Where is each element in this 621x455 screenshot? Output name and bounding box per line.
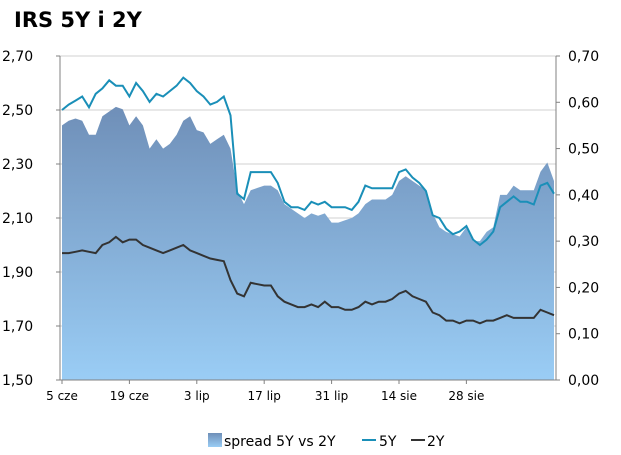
x-tick-label: 28 sie — [448, 389, 484, 403]
y-left-tick-label: 2,50 — [2, 103, 33, 119]
x-axis-labels: 5 cze 19 cze 3 lip 17 lip 31 lip 14 sie 28 sie — [46, 389, 484, 403]
y-right-tick-label: 0,30 — [568, 234, 599, 250]
spread-5y-vs-2y-area — [62, 106, 554, 381]
chart-title: IRS 5Y i 2Y — [14, 8, 142, 32]
y-right-tick-label: 0,70 — [568, 49, 599, 65]
x-tick-label: 3 lip — [184, 389, 210, 403]
legend: spread 5Y vs 2Y 5Y 2Y — [208, 433, 445, 450]
legend-spread-label: spread 5Y vs 2Y — [224, 434, 336, 450]
line-5y — [61, 76, 555, 247]
legend-spread-swatch — [208, 433, 222, 447]
legend-2y-label: 2Y — [427, 434, 445, 450]
y-right-tick-label: 0,20 — [568, 280, 599, 296]
x-tick-label: 31 lip — [315, 389, 348, 403]
y-left-tick-label: 1,50 — [2, 373, 33, 389]
x-tick-label: 19 cze — [110, 389, 149, 403]
y-left-tick-label: 2,10 — [2, 211, 33, 227]
y-axis-right-labels: 0,00 0,10 0,20 0,30 0,40 0,50 0,60 0,70 — [568, 49, 599, 389]
axes — [56, 55, 560, 384]
line-2y — [62, 235, 555, 325]
y-left-tick-label: 2,30 — [2, 157, 33, 173]
y-right-tick-label: 0,10 — [568, 327, 599, 343]
y-left-tick-label: 2,70 — [2, 49, 33, 65]
y-left-tick-label: 1,70 — [2, 319, 33, 335]
y-axis-left-labels: 1,50 1,70 1,90 2,10 2,30 2,50 2,70 — [2, 49, 33, 389]
y-right-tick-label: 0,50 — [568, 142, 599, 158]
legend-5y-label: 5Y — [379, 434, 397, 450]
y-right-tick-label: 0,00 — [568, 373, 599, 389]
y-right-tick-label: 0,60 — [568, 95, 599, 111]
x-tick-label: 5 cze — [46, 389, 78, 403]
y-right-tick-label: 0,40 — [568, 188, 599, 204]
y-left-tick-label: 1,90 — [2, 265, 33, 281]
x-tick-label: 17 lip — [248, 389, 281, 403]
x-tick-label: 14 sie — [381, 389, 417, 403]
